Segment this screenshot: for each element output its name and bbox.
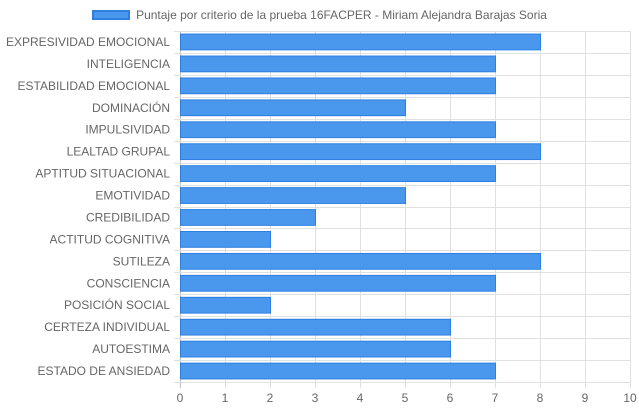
y-tick-label: DOMINACIÓN — [92, 100, 170, 115]
bar[interactable] — [180, 340, 451, 358]
y-axis-labels: EXPRESIVIDAD EMOCIONAL INTELIGENCIA ESTABI… — [6, 35, 170, 378]
bar[interactable] — [180, 77, 496, 95]
bar[interactable] — [180, 362, 496, 380]
bar[interactable] — [180, 274, 496, 292]
legend-swatch — [92, 10, 131, 20]
y-tick-label: AUTOESTIMA — [92, 342, 170, 356]
bar[interactable] — [180, 143, 541, 161]
bar[interactable] — [180, 318, 451, 336]
x-axis-labels: 0 1 2 3 4 5 6 7 8 9 10 — [177, 391, 637, 405]
x-tick-label: 9 — [582, 391, 589, 405]
y-tick-label: CERTEZA INDIVIDUAL — [44, 320, 170, 334]
y-tick-label: ACTITUD COGNITIVA — [50, 232, 170, 246]
bar[interactable] — [180, 121, 496, 139]
x-tick-label: 6 — [447, 391, 454, 405]
chart-legend[interactable]: Puntaje por criterio de la prueba 16FACP… — [0, 7, 639, 23]
x-tick-label: 8 — [537, 391, 544, 405]
x-tick-label: 1 — [222, 391, 229, 405]
y-tick-label: LEALTAD GRUPAL — [67, 145, 171, 159]
bars — [180, 33, 541, 380]
y-tick-label: INTELIGENCIA — [87, 57, 170, 71]
bar[interactable] — [180, 165, 496, 182]
x-tick-label: 3 — [312, 391, 319, 405]
y-tick-label: ESTADO DE ANSIEDAD — [38, 364, 171, 378]
bar[interactable] — [180, 231, 271, 248]
x-tick-label: 0 — [177, 391, 184, 405]
legend-label: Puntaje por criterio de la prueba 16FACP… — [136, 8, 547, 22]
y-tick-label: POSICIÓN SOCIAL — [64, 297, 170, 312]
bar[interactable] — [180, 252, 541, 270]
y-tick-label: EXPRESIVIDAD EMOCIONAL — [6, 35, 170, 49]
x-tick-label: 7 — [492, 391, 499, 405]
bar[interactable] — [180, 296, 271, 314]
x-tick-label: 5 — [402, 391, 409, 405]
y-tick-label: SUTILEZA — [113, 254, 170, 268]
y-tick-label: CREDIBILIDAD — [86, 210, 170, 224]
x-tick-label: 2 — [267, 391, 274, 405]
bar[interactable] — [180, 99, 406, 117]
x-tick-label: 10 — [623, 391, 637, 405]
y-tick-label: APTITUD SITUACIONAL — [35, 167, 170, 181]
x-tick-label: 4 — [357, 391, 364, 405]
y-tick-label: IMPULSIVIDAD — [85, 123, 170, 137]
bar[interactable] — [180, 33, 541, 51]
y-tick-label: CONSCIENCIA — [87, 276, 170, 290]
y-tick-label: ESTABILIDAD EMOCIONAL — [18, 79, 171, 93]
bar[interactable] — [180, 209, 316, 226]
bar[interactable] — [180, 187, 406, 204]
y-tick-label: EMOTIVIDAD — [95, 189, 170, 203]
bar[interactable] — [180, 55, 496, 73]
